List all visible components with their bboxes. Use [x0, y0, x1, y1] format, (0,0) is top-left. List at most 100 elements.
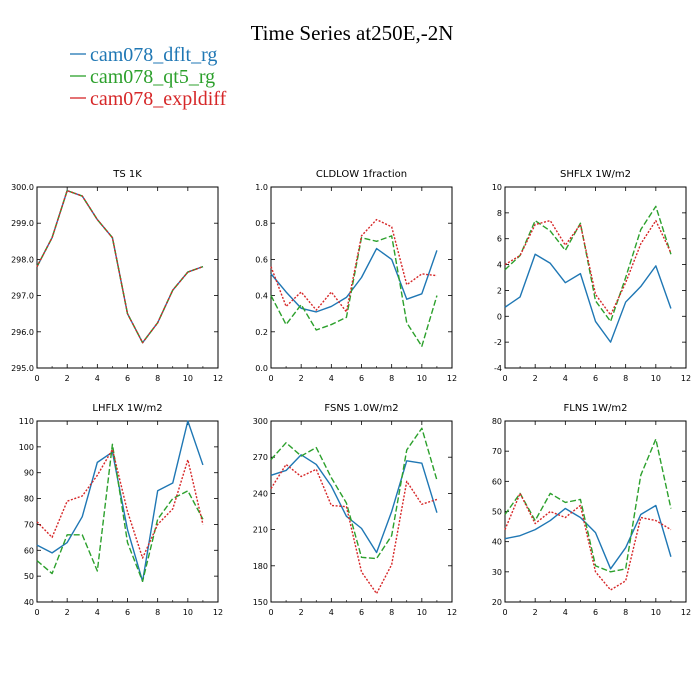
- legend-label-qt5: cam078_qt5_rg: [90, 66, 215, 88]
- x-tick-label: 8: [155, 374, 160, 383]
- x-tick-label: 10: [417, 374, 427, 383]
- x-tick-label: 2: [533, 374, 538, 383]
- x-tick-label: 6: [359, 374, 364, 383]
- y-tick-label: 20: [492, 598, 502, 607]
- x-tick-label: 0: [502, 608, 507, 617]
- x-tick-label: 12: [447, 608, 457, 617]
- x-tick-label: 4: [95, 608, 100, 617]
- x-tick-label: 8: [389, 374, 394, 383]
- x-tick-label: 6: [593, 608, 598, 617]
- y-tick-label: 10: [492, 183, 502, 192]
- panel-title: FSNS 1.0W/m2: [324, 403, 398, 414]
- y-tick-label: 0.2: [255, 328, 268, 337]
- y-tick-label: 70: [24, 520, 34, 529]
- y-tick-label: 297.0: [11, 292, 34, 301]
- y-tick-label: 0.8: [255, 219, 268, 228]
- y-tick-label: 295.0: [11, 364, 34, 373]
- plot-frame: [504, 420, 687, 603]
- x-tick-label: 10: [651, 608, 661, 617]
- x-tick-label: 10: [183, 374, 193, 383]
- y-tick-label: 150: [253, 598, 268, 607]
- x-tick-label: 6: [359, 608, 364, 617]
- legend-label-dflt: cam078_dflt_rg: [90, 44, 217, 66]
- x-tick-label: 0: [268, 608, 273, 617]
- series-line-qt5: [36, 189, 204, 344]
- x-tick-label: 4: [95, 374, 100, 383]
- y-tick-label: 270: [253, 453, 268, 462]
- x-tick-label: 4: [329, 374, 334, 383]
- series-line-dflt: [36, 189, 204, 344]
- y-tick-label: 80: [24, 495, 34, 504]
- panel-title: TS 1K: [112, 169, 142, 180]
- y-tick-label: 300.0: [11, 183, 34, 192]
- x-tick-label: 2: [299, 374, 304, 383]
- panel-ts: TS 1K 0 2 4 6 8 10 12 295.0 296.0 297.0 298.0 299.0 3…: [11, 169, 223, 383]
- y-tick-label: 0.6: [255, 255, 268, 264]
- x-tick-label: 8: [389, 608, 394, 617]
- series-line-qt5: [270, 427, 438, 560]
- y-tick-label: 8: [497, 209, 502, 218]
- x-tick-label: 10: [651, 374, 661, 383]
- series-line-dflt: [504, 253, 672, 343]
- x-tick-label: 12: [681, 374, 691, 383]
- y-tick-label: 30: [492, 568, 502, 577]
- series-line-expldiff: [270, 463, 438, 595]
- y-tick-label: 210: [253, 526, 268, 535]
- y-tick-label: 6: [497, 235, 502, 244]
- series-line-expldiff: [36, 189, 204, 344]
- y-tick-label: 4: [497, 261, 502, 270]
- x-tick-label: 2: [65, 608, 70, 617]
- y-tick-label: 240: [253, 489, 268, 498]
- panel-title: CLDLOW 1fraction: [316, 169, 407, 180]
- panel-fsns: FSNS 1.0W/m2 0 2 4 6 8 10 12 150 180 210 240 270 300: [253, 403, 457, 617]
- legend: cam078_dflt_rg cam078_qt5_rg cam078_expl…: [70, 44, 227, 110]
- x-tick-label: 0: [34, 608, 39, 617]
- x-tick-label: 6: [125, 374, 130, 383]
- panel-shflx: SHFLX 1W/m2 0 2 4 6 8 10 12 -4 -2 0 2 4 6 8 10: [492, 169, 691, 383]
- y-tick-label: 296.0: [11, 328, 34, 337]
- y-tick-label: 40: [492, 538, 502, 547]
- series-line-qt5: [504, 438, 672, 573]
- x-tick-label: 4: [563, 608, 568, 617]
- x-tick-label: 12: [213, 374, 223, 383]
- y-tick-label: 60: [24, 546, 34, 555]
- y-tick-label: 80: [492, 417, 502, 426]
- series-line-qt5: [504, 205, 672, 323]
- x-tick-label: 0: [502, 374, 507, 383]
- series-line-expldiff: [270, 218, 438, 313]
- series-line-dflt: [270, 247, 438, 313]
- x-tick-label: 6: [125, 608, 130, 617]
- x-tick-label: 12: [681, 608, 691, 617]
- x-tick-label: 10: [417, 608, 427, 617]
- x-tick-label: 8: [623, 374, 628, 383]
- panel-lhflx: LHFLX 1W/m2 0 2 4 6 8 10 12 40 50 60 70 80 90 100 110: [19, 403, 223, 617]
- series-line-expldiff: [36, 448, 204, 559]
- x-tick-label: 8: [623, 608, 628, 617]
- series-line-qt5: [36, 443, 204, 583]
- legend-entry-expldiff: cam078_expldiff: [70, 88, 227, 110]
- series-line-dflt: [270, 454, 438, 554]
- panel-title: LHFLX 1W/m2: [92, 403, 162, 414]
- y-tick-label: 100: [19, 443, 34, 452]
- y-tick-label: 298.0: [11, 255, 34, 264]
- y-tick-label: 300: [253, 417, 268, 426]
- y-tick-label: 60: [492, 477, 502, 486]
- y-tick-label: 50: [24, 572, 34, 581]
- panel-flns: FLNS 1W/m2 0 2 4 6 8 10 12 20 30 40 50 60 70 80: [492, 403, 691, 617]
- plot-frame: [36, 186, 219, 369]
- series-line-expldiff: [504, 492, 672, 591]
- y-tick-label: -4: [494, 364, 502, 373]
- x-tick-label: 4: [563, 374, 568, 383]
- y-tick-label: 1.0: [255, 183, 268, 192]
- x-tick-label: 4: [329, 608, 334, 617]
- series-line-dflt: [36, 420, 204, 583]
- y-tick-label: 180: [253, 562, 268, 571]
- x-tick-label: 0: [268, 374, 273, 383]
- x-tick-label: 12: [447, 374, 457, 383]
- x-tick-label: 2: [65, 374, 70, 383]
- y-tick-label: 40: [24, 598, 34, 607]
- plot-frame: [270, 420, 453, 603]
- x-tick-label: 2: [299, 608, 304, 617]
- y-tick-label: 90: [24, 469, 34, 478]
- y-tick-label: 0.0: [255, 364, 268, 373]
